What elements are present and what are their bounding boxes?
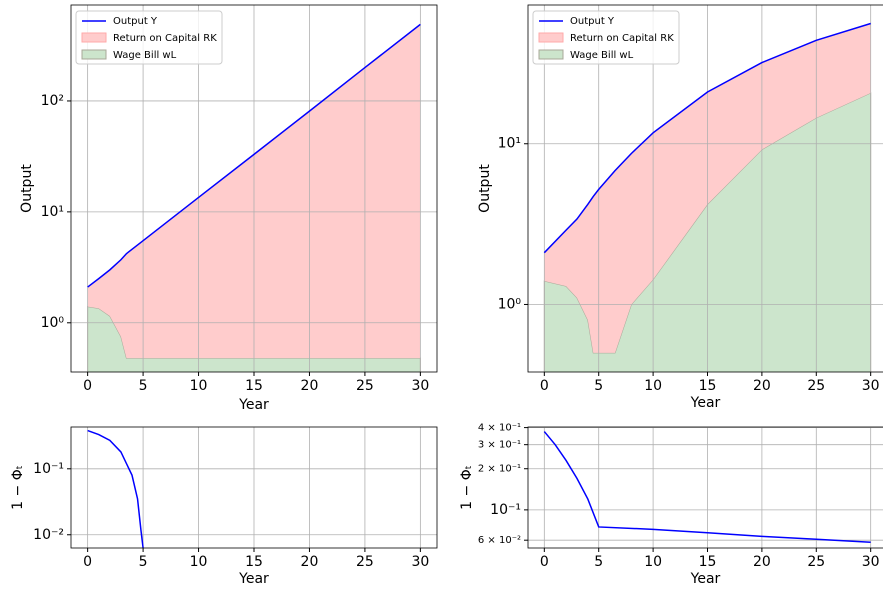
legend-label: Wage Bill wL <box>113 50 177 61</box>
x-tick-label: 25 <box>356 378 374 394</box>
x-tick-label: 30 <box>411 378 429 394</box>
y-tick-label: 10¹ <box>498 136 521 152</box>
x-tick-label: 15 <box>245 554 263 570</box>
legend-label: Return on Capital RK <box>570 33 674 44</box>
x-tick-label: 30 <box>862 378 880 394</box>
y-axis-label: Output <box>477 164 493 213</box>
legend-label: Output Y <box>570 16 615 27</box>
y-tick-label: 3 × 10⁻¹ <box>478 440 521 451</box>
y-tick-label: 10⁻¹ <box>33 461 64 477</box>
subplot: 0 5 10 15 20 25 30 10⁰ 10¹ Year Output Output Y Retu… <box>477 4 883 411</box>
y-axis-label: 1 − Φₜ <box>10 465 26 510</box>
x-tick-label: 10 <box>190 378 208 394</box>
x-tick-label: 20 <box>301 554 319 570</box>
legend-label: Return on Capital RK <box>113 33 217 44</box>
legend-swatch <box>81 32 107 43</box>
x-tick-label: 0 <box>83 554 92 570</box>
y-tick-label: 10² <box>41 93 64 109</box>
y-tick-label: 4 × 10⁻¹ <box>478 423 521 434</box>
legend-label: Output Y <box>113 16 158 27</box>
y-tick-label: 2 × 10⁻¹ <box>478 464 521 475</box>
y-tick-label: 10⁻² <box>33 527 64 543</box>
plot-area <box>528 5 883 372</box>
x-axis-label: Year <box>238 397 269 413</box>
subplot: 0 5 10 15 20 25 30 10⁰ 10¹ 10² Year Output Output Y R… <box>19 4 438 413</box>
x-tick-label: 0 <box>540 554 549 570</box>
legend-box <box>75 10 223 65</box>
legend-swatch <box>538 49 564 60</box>
x-tick-label: 10 <box>644 378 662 394</box>
x-tick-label: 15 <box>245 378 263 394</box>
plot-area <box>71 427 437 548</box>
line <box>87 429 144 548</box>
y-tick-label: 6 × 10⁻² <box>478 535 521 546</box>
legend-swatch <box>538 32 564 43</box>
x-tick-label: 15 <box>699 554 717 570</box>
x-tick-label: 25 <box>356 554 374 570</box>
subplot: 0 5 10 15 20 25 30 10⁻² 10⁻¹ Year 1 − Φₜ <box>10 426 438 587</box>
x-axis-label: Year <box>690 571 721 587</box>
subplot: 0 5 10 15 20 25 30 6 × 10⁻² 10⁻¹ 2 × 10⁻¹ 3 × 10⁻¹… <box>459 423 883 587</box>
x-tick-label: 0 <box>83 378 92 394</box>
plot-area <box>71 5 437 372</box>
x-tick-label: 5 <box>594 554 603 570</box>
x-tick-label: 25 <box>807 554 825 570</box>
x-axis-label: Year <box>238 571 269 587</box>
x-tick-label: 30 <box>862 554 880 570</box>
x-tick-label: 25 <box>807 378 825 394</box>
y-tick-label: 10⁰ <box>41 315 65 331</box>
y-axis-label: 1 − Φₜ <box>459 465 475 510</box>
x-tick-label: 5 <box>139 554 148 570</box>
x-tick-label: 30 <box>411 554 429 570</box>
x-tick-label: 0 <box>540 378 549 394</box>
x-tick-label: 20 <box>301 378 319 394</box>
y-axis-label: Output <box>19 164 35 213</box>
x-tick-label: 20 <box>753 554 771 570</box>
plot-area <box>528 427 883 548</box>
legend: Output Y Return on Capital RK Wage Bill wL <box>532 10 680 65</box>
y-tick-label: 10¹ <box>41 204 64 220</box>
legend-label: Wage Bill wL <box>570 50 634 61</box>
line <box>543 431 871 543</box>
x-axis-label: Year <box>690 395 721 411</box>
x-tick-label: 5 <box>139 378 148 394</box>
y-tick-label: 10⁰ <box>498 296 522 312</box>
x-tick-label: 20 <box>753 378 771 394</box>
line <box>543 22 871 254</box>
x-tick-label: 15 <box>699 378 717 394</box>
x-tick-label: 10 <box>644 554 662 570</box>
x-tick-label: 10 <box>190 554 208 570</box>
legend: Output Y Return on Capital RK Wage Bill wL <box>75 10 223 65</box>
legend-swatch <box>81 49 107 60</box>
y-tick-label: 10⁻¹ <box>490 502 521 518</box>
x-tick-label: 5 <box>594 378 603 394</box>
legend-box <box>532 10 680 65</box>
line <box>87 23 421 288</box>
